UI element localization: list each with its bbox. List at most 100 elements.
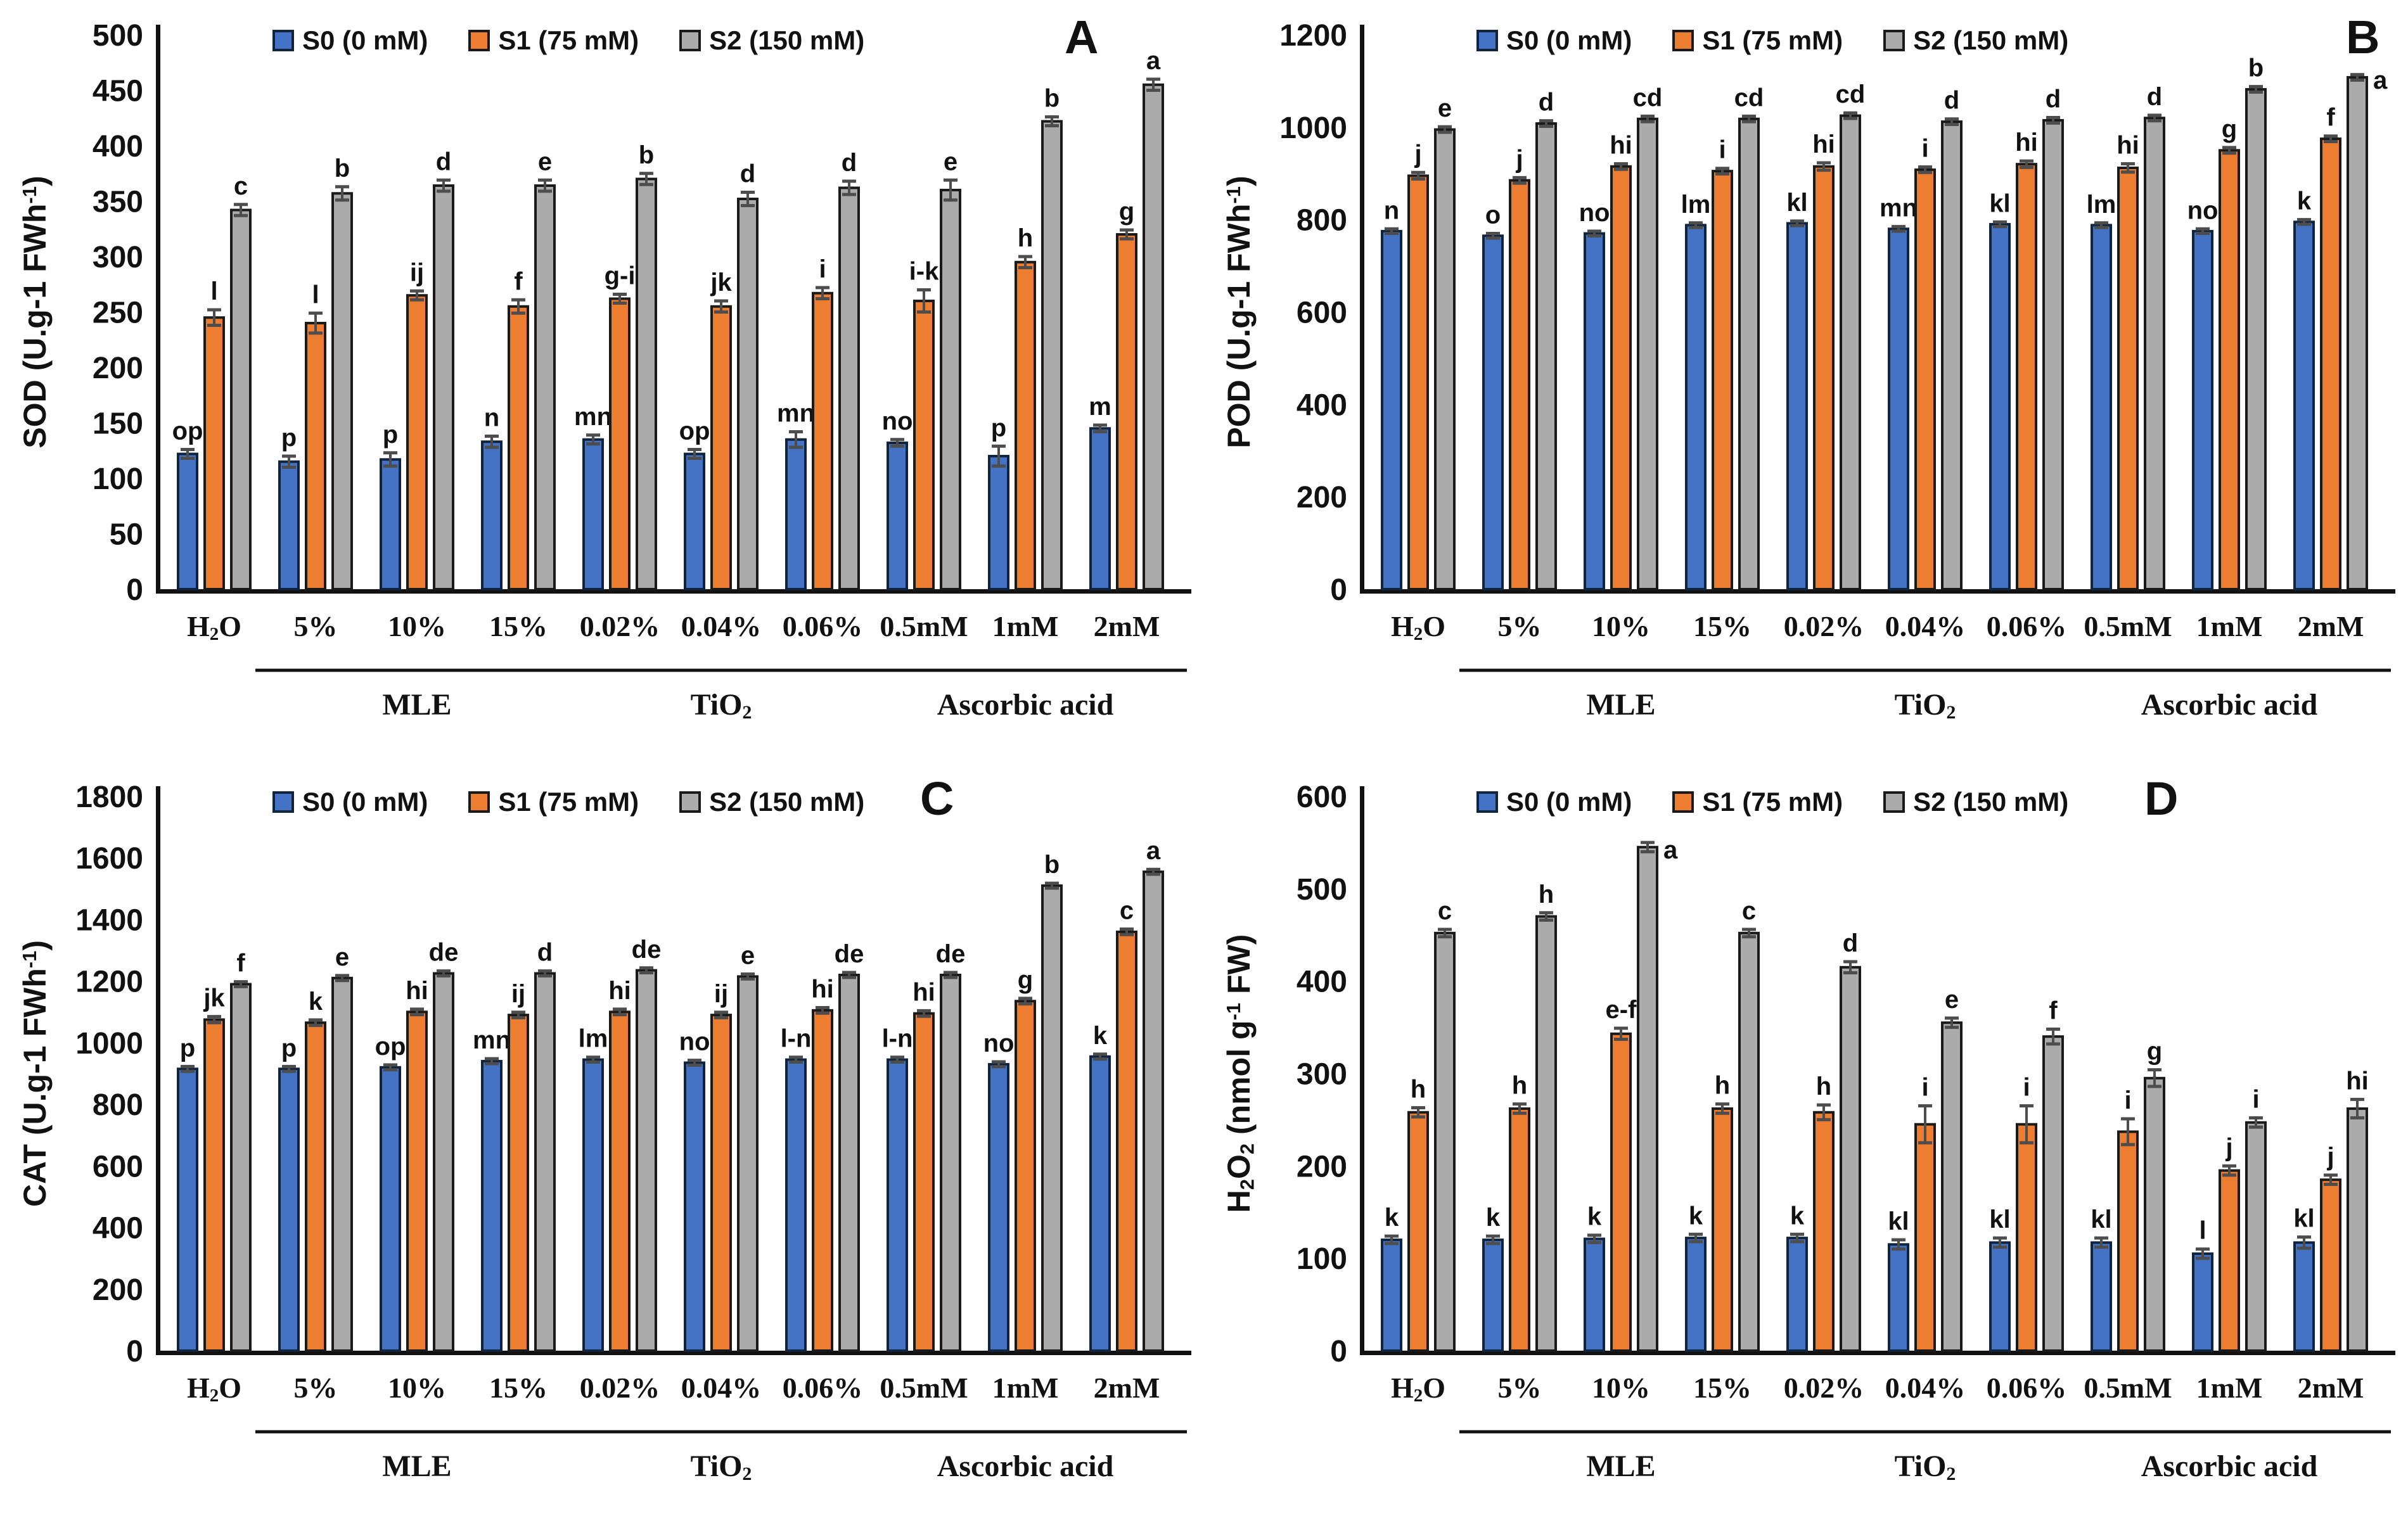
sig-letter: i bbox=[1921, 135, 1928, 163]
legend-swatch-s0-icon bbox=[272, 791, 294, 813]
bar bbox=[406, 1010, 428, 1352]
sig-letter: f bbox=[514, 267, 523, 295]
legend: S0 (0 mM) S1 (75 mM) S2 (150 mM) bbox=[1476, 25, 2068, 56]
sig-letter: e bbox=[538, 148, 552, 175]
x-tick-label: 0.06% bbox=[783, 1372, 863, 1404]
sig-letter: d bbox=[1539, 89, 1554, 117]
y-tick-label: 100 bbox=[93, 462, 143, 496]
sig-letter: k bbox=[1689, 1202, 1703, 1230]
y-tick-label: 400 bbox=[93, 130, 143, 163]
x-tick-label: 0.5mM bbox=[880, 610, 968, 642]
panel-C-plot: 0 200 400 600 800 1000 1200 1400 1600 1800 CAT (U.… bbox=[17, 781, 1191, 1484]
legend-swatch-s1-icon bbox=[468, 30, 490, 51]
x-axis-line bbox=[156, 1351, 1191, 1355]
sig-letter: j bbox=[2326, 1143, 2334, 1171]
y-axis-line bbox=[1360, 25, 1364, 592]
legend-swatch-s2-icon bbox=[679, 791, 701, 813]
bar bbox=[2192, 229, 2213, 591]
bar bbox=[2016, 1123, 2037, 1352]
legend-swatch-s0-icon bbox=[1476, 30, 1498, 51]
legend-label-s1: S1 (75 mM) bbox=[1702, 787, 1843, 817]
legend-item-s0: S0 (0 mM) bbox=[272, 787, 428, 817]
y-tick-label: 150 bbox=[93, 407, 143, 441]
sig-letter: cd bbox=[1836, 80, 1866, 108]
bar bbox=[1434, 931, 1456, 1353]
y-axis-title-group: H2O2 (nmol g-1 FW) bbox=[1221, 934, 1258, 1213]
bar bbox=[737, 198, 759, 590]
bar bbox=[406, 294, 428, 590]
legend-item-s1: S1 (75 mM) bbox=[1672, 25, 1843, 56]
legend-item-s2: S2 (150 mM) bbox=[679, 787, 864, 817]
y-tick-label: 500 bbox=[1297, 873, 1347, 907]
sig-letter: kl bbox=[2293, 1205, 2314, 1233]
bar bbox=[1116, 233, 1137, 590]
x-tick-label: 0.04% bbox=[681, 610, 762, 642]
panel-A-plot: 0 50 100 150 200 250 300 350 400 450 500 SOD (U.g-1… bbox=[17, 19, 1191, 723]
legend-label-s0: S0 (0 mM) bbox=[302, 25, 428, 55]
bar bbox=[1738, 931, 1760, 1353]
legend-item-s2: S2 (150 mM) bbox=[679, 25, 864, 56]
sig-letter: f bbox=[2049, 997, 2058, 1025]
sig-letter: c bbox=[1120, 897, 1134, 925]
bar bbox=[1738, 117, 1760, 591]
group-label: Ascorbic acid bbox=[2141, 1450, 2318, 1483]
legend-swatch-s0-icon bbox=[272, 30, 294, 51]
bar bbox=[1840, 114, 1861, 590]
sig-letter: e bbox=[1945, 986, 1959, 1014]
panel-letter: A bbox=[1065, 11, 1099, 63]
legend-label-s0: S0 (0 mM) bbox=[1506, 787, 1632, 817]
bar bbox=[2320, 1178, 2341, 1352]
x-tick-label: 5% bbox=[294, 610, 338, 642]
bar bbox=[1482, 1239, 1504, 1352]
y-tick-label: 400 bbox=[1297, 388, 1347, 422]
bar bbox=[1143, 83, 1164, 590]
legend-swatch-s1-icon bbox=[468, 791, 490, 813]
bar bbox=[1786, 222, 1808, 590]
sig-letter: c bbox=[1438, 897, 1452, 925]
legend-label-s2: S2 (150 mM) bbox=[709, 787, 865, 817]
sig-letter: n bbox=[484, 404, 499, 432]
y-axis-line bbox=[156, 25, 160, 592]
sig-letter: h bbox=[1539, 881, 1554, 908]
y-axis-title: CAT (U.g-1 FWh-1) bbox=[17, 940, 53, 1207]
sig-letter: i bbox=[819, 255, 826, 283]
y-tick-label: 0 bbox=[1330, 1335, 1347, 1368]
sig-letter: l bbox=[312, 281, 319, 309]
bar bbox=[1941, 120, 1963, 591]
bar bbox=[380, 458, 401, 590]
bar bbox=[710, 305, 732, 590]
x-tick-label: 5% bbox=[294, 1372, 338, 1404]
bar bbox=[2293, 1241, 2315, 1352]
bar bbox=[1914, 168, 1936, 590]
sig-letter: cd bbox=[1734, 84, 1764, 112]
sig-letter: mn bbox=[777, 400, 815, 428]
sig-letter: d bbox=[740, 160, 755, 188]
bar bbox=[2347, 76, 2368, 591]
sig-letter: k bbox=[1486, 1204, 1501, 1232]
sig-letter: i-k bbox=[909, 258, 939, 286]
sig-letter: ij bbox=[410, 258, 424, 286]
sig-letter: c bbox=[1742, 897, 1756, 925]
bar bbox=[331, 976, 353, 1352]
bar bbox=[305, 1021, 326, 1352]
x-tick-label: 5% bbox=[1498, 1372, 1542, 1404]
panel-D: 0 100 200 300 400 500 600 H2O2 (nmol g-1 FW) k h c… bbox=[1204, 762, 2408, 1523]
bar bbox=[1840, 965, 1861, 1352]
y-tick-label: 200 bbox=[93, 1273, 143, 1307]
y-axis-title: SOD (U.g-1 FWh-1) bbox=[17, 175, 53, 448]
bar bbox=[1535, 915, 1557, 1353]
legend-swatch-s1-icon bbox=[1672, 30, 1694, 51]
sig-letter: e-f bbox=[1606, 996, 1637, 1024]
sig-letter: hi bbox=[811, 975, 834, 1003]
bar bbox=[684, 452, 705, 590]
bar bbox=[1089, 427, 1111, 590]
bar bbox=[177, 452, 198, 590]
bar bbox=[582, 438, 604, 590]
bar bbox=[1914, 1123, 1936, 1352]
x-tick-label: 2mM bbox=[1094, 1372, 1160, 1404]
legend-label-s2: S2 (150 mM) bbox=[1913, 787, 2069, 817]
sig-letter: h bbox=[1512, 1072, 1527, 1100]
sig-letter: hi bbox=[406, 977, 428, 1005]
sig-letter: d bbox=[1843, 929, 1858, 957]
